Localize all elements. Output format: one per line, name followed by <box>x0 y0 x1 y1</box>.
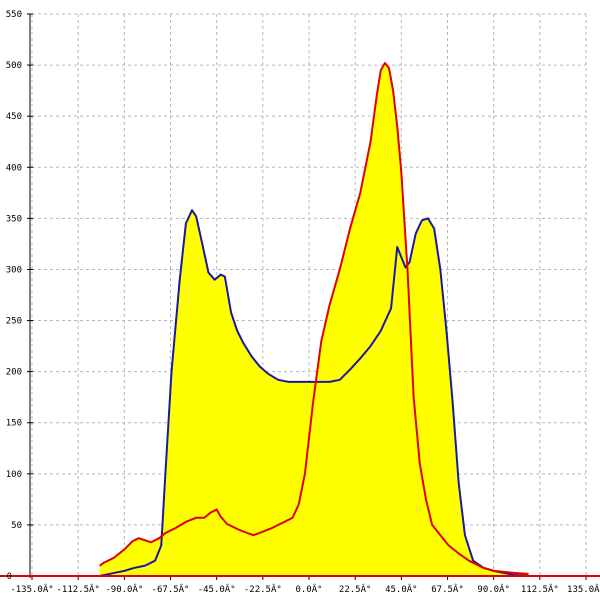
x-tick-label: 45.0Â° <box>385 583 418 595</box>
series-line-red <box>99 62 529 575</box>
y-tick-label: 350 <box>6 214 22 224</box>
y-tick-label: 100 <box>6 470 22 480</box>
y-tick-label: 300 <box>6 265 22 275</box>
x-tick-label: 112.5Â° <box>521 583 559 595</box>
series-line-blue <box>99 209 529 577</box>
x-tick-label: -45.0Â° <box>198 583 236 595</box>
y-axis-ticks: 50 100 150 200 250 300 350 400 450 500 550 <box>6 10 33 531</box>
x-tick-label: 22.5Â° <box>339 583 372 595</box>
y-tick-label: 500 <box>6 61 22 71</box>
x-tick-label: -135.0Â° <box>10 583 53 595</box>
x-tick-label: 67.5Â° <box>431 583 464 595</box>
y-tick-label: 250 <box>6 317 22 327</box>
series-lines <box>99 62 529 577</box>
x-tick-label: -67.5Â° <box>152 583 190 595</box>
y-tick-label: 450 <box>6 112 22 122</box>
x-tick-label: 0.0Â° <box>295 583 322 595</box>
y-tick-label-zero: 0 <box>7 572 12 582</box>
y-tick-label: 150 <box>6 419 22 429</box>
y-tick-label: 400 <box>6 163 22 173</box>
chart-fill <box>99 63 529 577</box>
y-tick-label: 550 <box>6 10 22 20</box>
x-tick-label: -22.5Â° <box>244 583 282 595</box>
yellow-area-fill <box>99 63 529 577</box>
y-tick-label: 50 <box>11 521 22 531</box>
x-tick-label: -112.5Â° <box>56 583 99 595</box>
x-tick-label: -90.0Â° <box>105 583 143 595</box>
x-tick-label: 135.0Â° <box>567 583 600 595</box>
x-tick-label: 90.0Â° <box>477 583 510 595</box>
y-tick-label: 200 <box>6 368 22 378</box>
x-axis-ticks: -135.0Â° -112.5Â° -90.0Â° -67.5Â° -45.0Â° -22… <box>10 576 600 595</box>
